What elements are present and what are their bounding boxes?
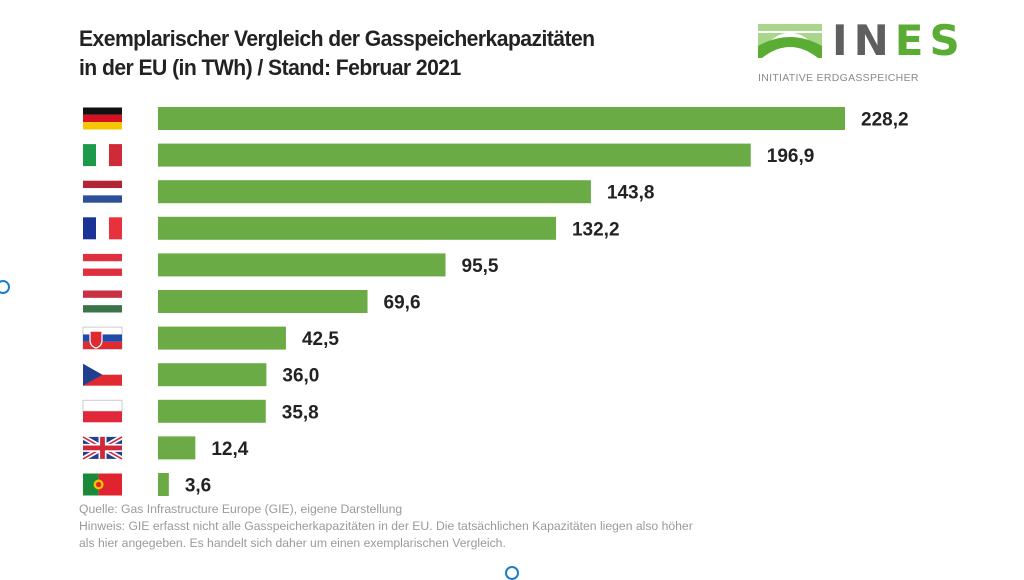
footnote: Quelle: Gas Infrastructure Europe (GIE),…	[79, 501, 693, 552]
value-label-pt: 3,6	[185, 476, 211, 497]
bar-fr	[158, 216, 556, 240]
value-label-de: 228,2	[861, 110, 909, 131]
footnote-note-line-1: Hinweis: GIE erfasst nicht alle Gasspeic…	[79, 519, 693, 533]
value-label-pl: 35,8	[282, 402, 319, 423]
flag-fr-icon	[83, 217, 122, 240]
chart-title: Exemplarischer Vergleich der Gasspeicher…	[79, 24, 595, 82]
bar-chart: 228,2 196,9 143,8 132,2 95,5 69,6 42,5 36,0 35,8…	[81, 107, 909, 497]
value-label-fr: 132,2	[572, 219, 620, 240]
chart-title-line-2: in der EU (in TWh) / Stand: Februar 2021	[79, 55, 461, 80]
flag-sk-icon	[82, 326, 123, 350]
value-label-cz: 36,0	[282, 366, 319, 387]
flag-gb-icon	[81, 434, 124, 462]
value-label-it: 196,9	[767, 146, 815, 167]
ines-logo-subtitle: INITIATIVE ERDGASSPEICHER	[758, 72, 919, 84]
chart-title-line-1: Exemplarischer Vergleich der Gasspeicher…	[79, 26, 595, 51]
flag-nl-icon	[83, 180, 122, 203]
footnote-source: Quelle: Gas Infrastructure Europe (GIE),…	[79, 502, 403, 516]
bar-sk	[158, 326, 286, 350]
bar-nl	[158, 180, 591, 204]
left-edge-handle[interactable]	[0, 280, 10, 294]
bar-de	[158, 107, 845, 130]
footnote-note-line-2: als hier angegeben. Es handelt sich dahe…	[79, 536, 506, 550]
flag-it-icon	[83, 144, 122, 167]
bar-hu	[158, 290, 368, 313]
bar-it	[158, 143, 751, 167]
flag-pl-icon	[82, 399, 123, 423]
bar-pl	[158, 399, 266, 423]
value-label-hu: 69,6	[384, 293, 421, 314]
bar-cz	[158, 363, 267, 387]
ines-logo-wordmark: INES	[832, 16, 966, 65]
ines-logo-mark-icon	[758, 24, 822, 58]
bar-pt	[158, 473, 169, 496]
flag-hu-icon	[83, 290, 122, 313]
value-label-at: 95,5	[462, 256, 499, 277]
bar-at	[158, 253, 446, 277]
flag-at-icon	[83, 253, 122, 276]
flag-de-icon	[83, 107, 122, 130]
ines-logo: INES INITIATIVE ERDGASSPEICHER	[752, 16, 962, 90]
value-label-sk: 42,5	[302, 329, 339, 350]
value-label-gb: 12,4	[211, 439, 248, 460]
flag-pt-icon	[83, 473, 122, 496]
value-label-nl: 143,8	[607, 183, 655, 204]
bar-gb	[158, 436, 196, 460]
flag-cz-icon	[83, 363, 122, 386]
bottom-edge-handle[interactable]	[505, 566, 519, 580]
